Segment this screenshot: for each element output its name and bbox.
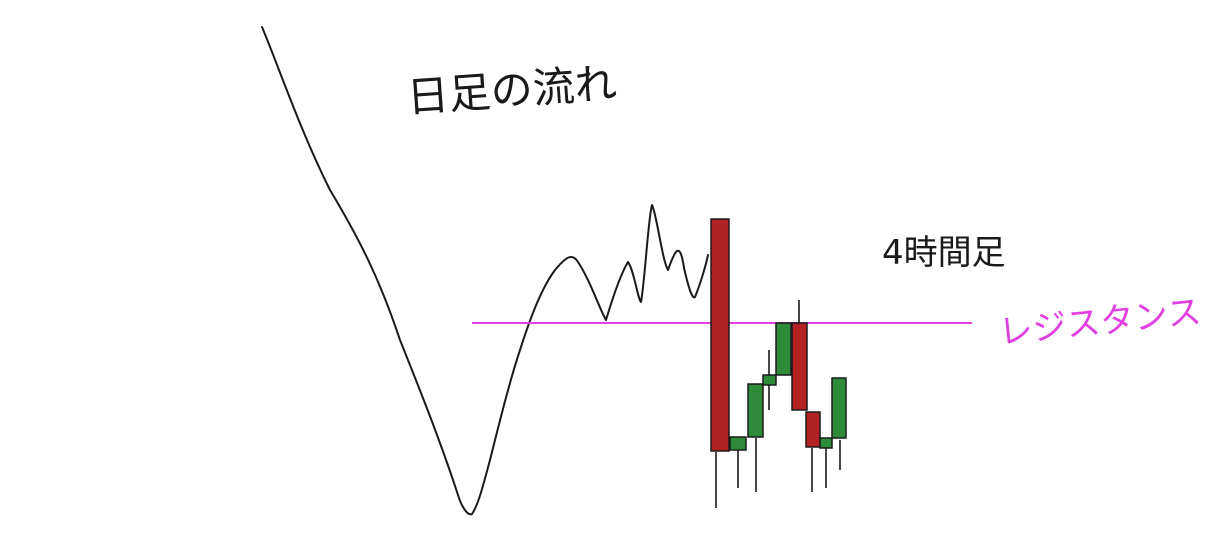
candle-bullish bbox=[747, 383, 764, 438]
candle-bullish bbox=[775, 322, 792, 376]
daily-price-flow-line bbox=[261, 26, 709, 516]
four-hour-candles bbox=[710, 218, 847, 508]
candle-bullish bbox=[762, 374, 777, 386]
candle-bullish bbox=[819, 437, 833, 449]
candle-bearish bbox=[791, 322, 808, 411]
resistance-label: レジスタンス bbox=[997, 292, 1203, 353]
candle-bearish bbox=[805, 411, 821, 448]
candle-bearish bbox=[710, 218, 730, 452]
candle-bullish bbox=[831, 377, 847, 439]
four-hour-label: 4時間足 bbox=[882, 233, 1006, 273]
daily-flow-label: 日足の流れ bbox=[405, 58, 618, 122]
candle-bullish bbox=[729, 436, 747, 451]
